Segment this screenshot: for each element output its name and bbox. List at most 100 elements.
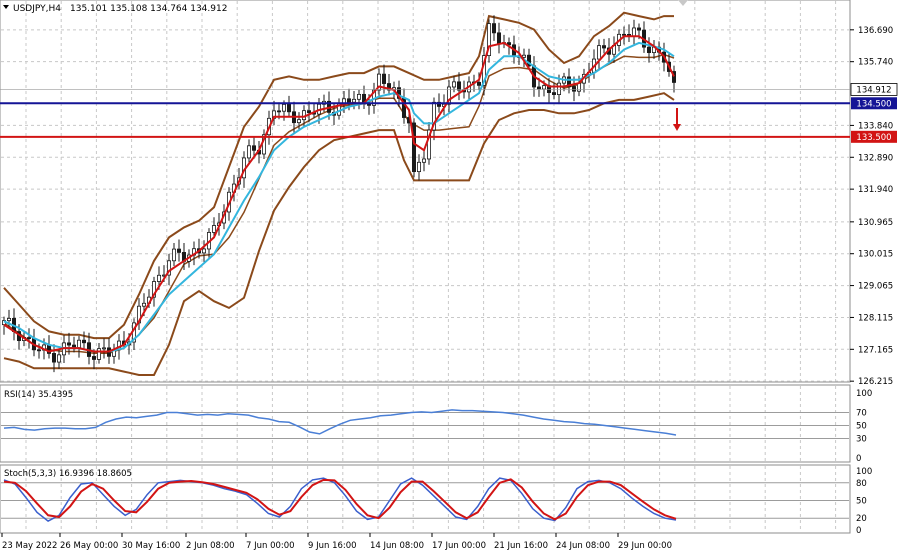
price-tag-label: 133.500 xyxy=(856,133,891,143)
stoch-title: Stoch(5,3,3) 16.9396 18.8605 xyxy=(4,469,132,479)
candle-bull xyxy=(77,339,82,349)
candle-bear xyxy=(92,356,97,360)
candle-bear xyxy=(411,122,416,173)
current-price-label: 134.912 xyxy=(856,85,891,95)
candle-bear xyxy=(82,339,87,344)
candles xyxy=(2,15,677,373)
rsi-panel-frame xyxy=(0,384,851,463)
candle-bull xyxy=(57,354,62,363)
rsi-tick-label: 0 xyxy=(856,454,861,464)
stochastic-indicator: 100 80 50 20 0 xyxy=(3,467,872,536)
candle-bear xyxy=(476,81,481,86)
candle-bear xyxy=(67,342,72,346)
time-tick-label: 17 Jun 00:00 xyxy=(432,541,486,551)
price-tick-label: 131.940 xyxy=(858,185,893,195)
stoch-tick-label: 50 xyxy=(856,497,867,507)
candle-bear xyxy=(37,349,42,352)
price-tag-bg xyxy=(851,130,897,143)
candle-bull xyxy=(451,81,456,88)
price-tick-label: 136.690 xyxy=(858,26,893,36)
candle-bull xyxy=(296,119,301,124)
stoch-panel-frame xyxy=(0,464,851,534)
time-tick-label: 21 Jun 16:00 xyxy=(494,541,548,551)
candle-bear xyxy=(672,71,677,83)
time-tick-label: 26 May 00:00 xyxy=(60,541,118,551)
time-tick-label: 14 Jun 08:00 xyxy=(370,541,424,551)
candle-bull xyxy=(246,145,251,159)
bollinger-upper-line xyxy=(3,11,674,340)
price-tick-label: 133.840 xyxy=(858,121,893,131)
time-tick-label: 30 May 16:00 xyxy=(122,541,180,551)
time-tick-label: 29 Jun 00:00 xyxy=(618,541,672,551)
candle-bull xyxy=(632,27,637,37)
candle-bull xyxy=(102,347,107,350)
price-tick-label: 132.890 xyxy=(858,153,893,163)
candle-bear xyxy=(381,73,386,84)
time-tick-label: 7 Jun 00:00 xyxy=(246,541,295,551)
candle-bull xyxy=(97,348,102,360)
rsi-tick-label: 30 xyxy=(856,435,867,445)
candle-bull xyxy=(211,225,216,233)
candle-bear xyxy=(602,45,607,49)
candle-bull xyxy=(597,45,602,60)
candle-bull xyxy=(171,248,176,262)
candle-bear xyxy=(346,98,351,103)
candle-bear xyxy=(52,353,57,363)
stoch-tick-label: 0 xyxy=(856,526,861,536)
candle-bear xyxy=(491,23,496,34)
candle-bear xyxy=(251,145,256,151)
price-axis: 136.690 135.740 134.912 134.500 133.840 133.5… xyxy=(0,26,898,387)
time-tick-label: 23 May 2022 xyxy=(2,541,57,551)
price-tick-label: 130.965 xyxy=(858,218,893,228)
candle-bear xyxy=(572,86,577,92)
candle-bear xyxy=(456,81,461,91)
rsi-title: RSI(14) 35.4395 xyxy=(4,390,73,400)
price-tick-label: 126.215 xyxy=(858,377,893,387)
stoch-d-line xyxy=(3,478,677,521)
candle-bear xyxy=(647,46,652,53)
candle-bear xyxy=(496,32,501,45)
stoch-tick-label: 80 xyxy=(856,479,867,489)
price-tag-label: 134.500 xyxy=(856,99,891,109)
candle-bear xyxy=(366,103,371,106)
ohlc-values: 135.101 135.108 134.764 134.912 xyxy=(70,4,227,14)
candle-bear xyxy=(622,33,627,36)
price-tick-label: 128.115 xyxy=(858,313,893,323)
candle-bear xyxy=(286,104,291,113)
candle-bear xyxy=(506,42,511,46)
down-arrow-icon xyxy=(673,108,681,131)
candle-bull xyxy=(7,318,12,322)
main-panel-frame xyxy=(0,0,851,383)
price-tick-label: 129.065 xyxy=(858,282,893,292)
candle-bull xyxy=(141,302,146,307)
candle-bear xyxy=(527,54,532,67)
candle-bull xyxy=(281,104,286,112)
candle-bear xyxy=(26,337,31,339)
rsi-tick-label: 100 xyxy=(856,389,872,399)
candle-bull xyxy=(166,260,171,276)
candle-bear xyxy=(276,110,281,113)
candle-bear xyxy=(306,110,311,114)
dropdown-arrow-icon[interactable] xyxy=(3,5,9,9)
time-axis: 23 May 2022 26 May 00:00 30 May 16:00 2 Jun… xyxy=(1,533,672,551)
candle-bull xyxy=(421,158,426,163)
price-tag-bg xyxy=(851,97,897,110)
candle-bull xyxy=(542,85,547,90)
candle-bear xyxy=(552,92,557,95)
rsi-tick-label: 70 xyxy=(856,409,867,419)
candle-bull xyxy=(522,54,527,58)
time-tick-label: 9 Jun 16:00 xyxy=(308,541,357,551)
grid xyxy=(1,1,849,532)
candle-bull xyxy=(351,98,356,103)
ema-slow-line xyxy=(3,41,675,353)
stoch-tick-label: 20 xyxy=(856,514,867,524)
current-price-tag xyxy=(850,83,898,96)
candle-bear xyxy=(537,86,542,90)
scroll-marker-icon xyxy=(678,0,688,6)
symbol-label: USDJPY,H4 xyxy=(13,4,61,14)
candle-bull xyxy=(557,82,562,95)
candle-bear xyxy=(567,76,572,87)
price-tick-label: 130.015 xyxy=(858,250,893,260)
stoch-tick-label: 100 xyxy=(856,467,872,477)
time-tick-label: 24 Jun 08:00 xyxy=(556,541,610,551)
